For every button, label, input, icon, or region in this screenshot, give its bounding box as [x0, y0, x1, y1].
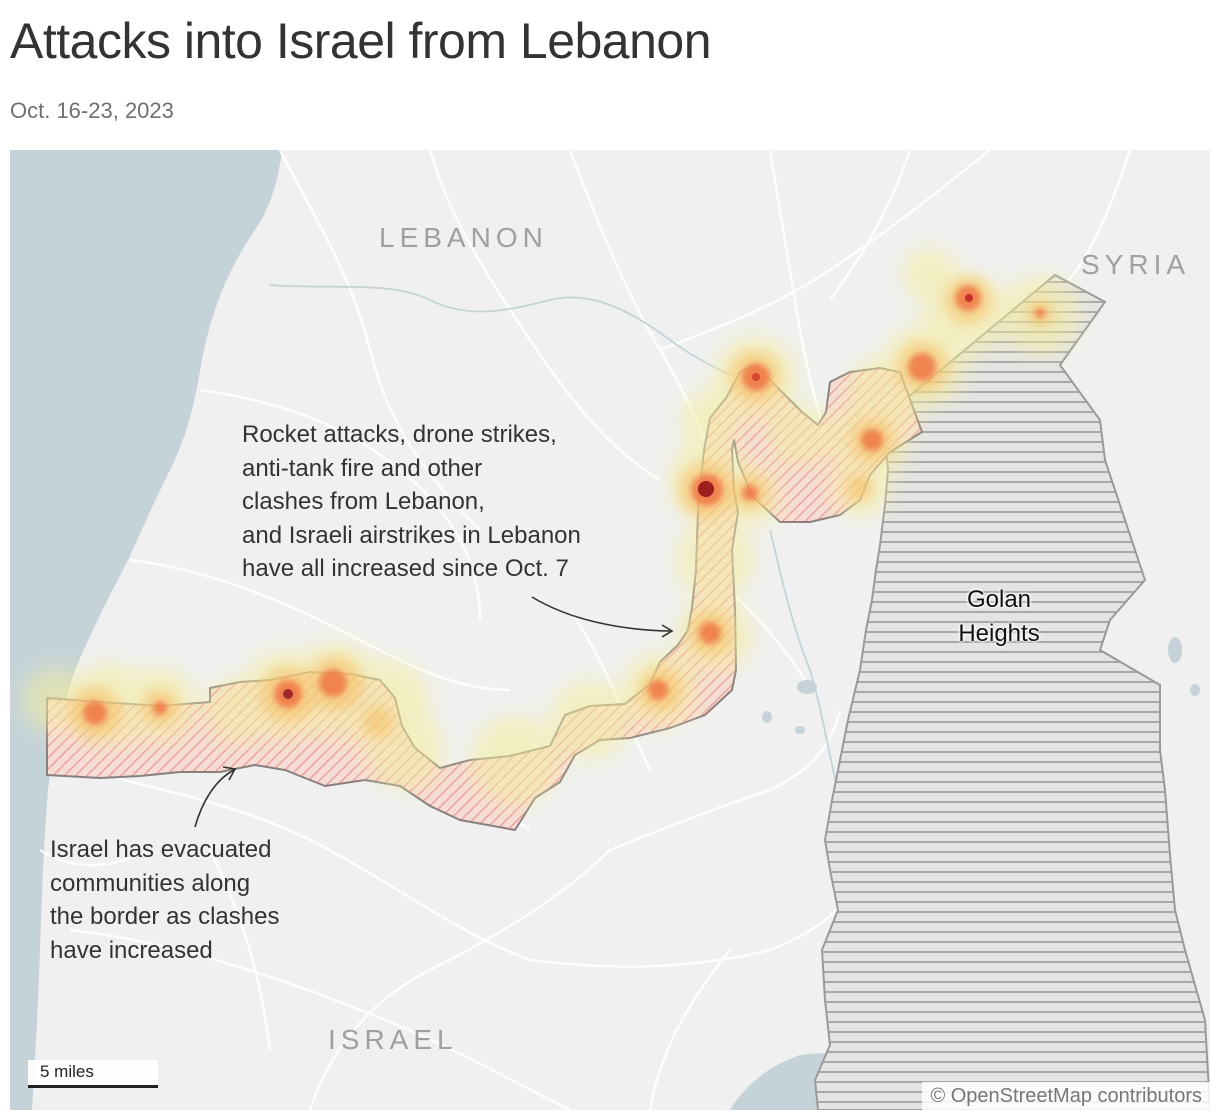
map-canvas[interactable]: LEBANON SYRIA ISRAEL Golan Heights Rocke… [10, 150, 1210, 1110]
mediterranean-sea [10, 150, 282, 1110]
label-israel: ISRAEL [328, 1024, 458, 1055]
annotation-arrows [194, 596, 674, 828]
golan-line-1: Golan [966, 586, 1032, 613]
evacuated-arrowhead [222, 766, 237, 781]
rockets-arrowhead [661, 624, 674, 638]
label-lebanon: LEBANON [379, 222, 548, 253]
rockets-arrow [531, 596, 671, 632]
label-syria: SYRIA [1081, 249, 1191, 280]
scale-label: 5 miles [40, 1062, 94, 1081]
golan-heights-area [813, 273, 1210, 1110]
map-title: Attacks into Israel from Lebanon [10, 13, 712, 69]
evacuated-arrow [194, 769, 235, 828]
label-golan-heights: Golan Heights [919, 583, 1079, 651]
annotation-evacuated: Israel has evacuated communities along t… [50, 836, 280, 964]
annotation-rocket-attacks: Rocket attacks, drone strikes, anti-tank… [242, 421, 581, 582]
map-svg [10, 150, 1210, 1110]
map-attribution[interactable]: © OpenStreetMap contributors [922, 1082, 1210, 1110]
heat-peak-layer [283, 294, 973, 699]
golan-line-2: Heights [958, 620, 1040, 647]
heat-high-layer [83, 285, 1045, 725]
scale-line [28, 1085, 158, 1088]
scale-bar: 5 miles [28, 1058, 158, 1088]
map-subtitle: Oct. 16-23, 2023 [10, 98, 174, 123]
